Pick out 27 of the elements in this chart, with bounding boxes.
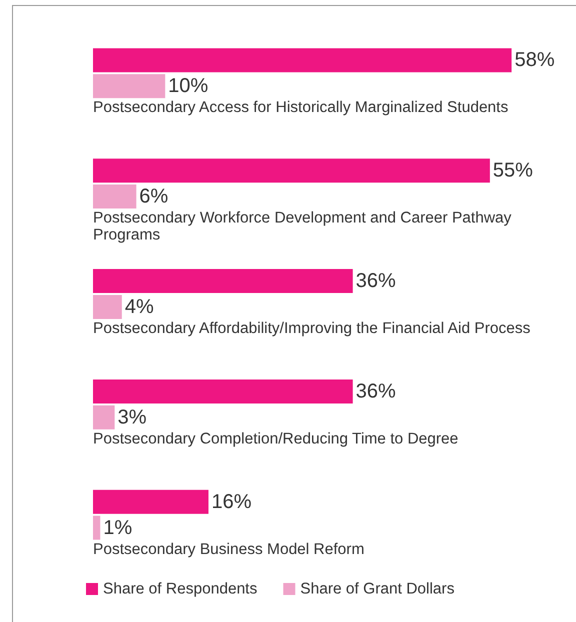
bar [93, 294, 122, 319]
bar [93, 48, 512, 72]
data-label: 10% [168, 75, 208, 98]
bar [93, 490, 208, 514]
data-label: 1% [103, 516, 132, 539]
data-label: 3% [118, 406, 147, 428]
y-tick-label: Postsecondary Workforce Development and Career Pathway Programs [93, 210, 516, 244]
data-label: 36% [356, 380, 396, 402]
data-label: 36% [356, 270, 396, 292]
y-tick-label: Postsecondary Business Model Reform [93, 540, 364, 558]
bar [93, 269, 353, 294]
bar [93, 516, 100, 540]
y-tick-label: Postsecondary Completion/Reducing Time to Degree [93, 430, 458, 448]
bar [93, 158, 490, 183]
y-tick-label: Postsecondary Affordability/Improving the Financial Aid Process [93, 320, 531, 337]
legend-label: Share of Respondents [103, 580, 258, 598]
data-label: 16% [211, 490, 252, 513]
data-label: 58% [514, 49, 555, 72]
data-label: 6% [139, 186, 168, 208]
bar [93, 74, 166, 98]
bar [93, 405, 115, 430]
data-label: 4% [124, 296, 154, 318]
bar [93, 184, 136, 209]
bar [93, 379, 353, 404]
legend-label: Share of Grant Dollars [300, 580, 455, 598]
y-tick-label: Postsecondary Access for Historically Marginalized Students [93, 99, 508, 116]
data-label: 55% [492, 160, 534, 182]
